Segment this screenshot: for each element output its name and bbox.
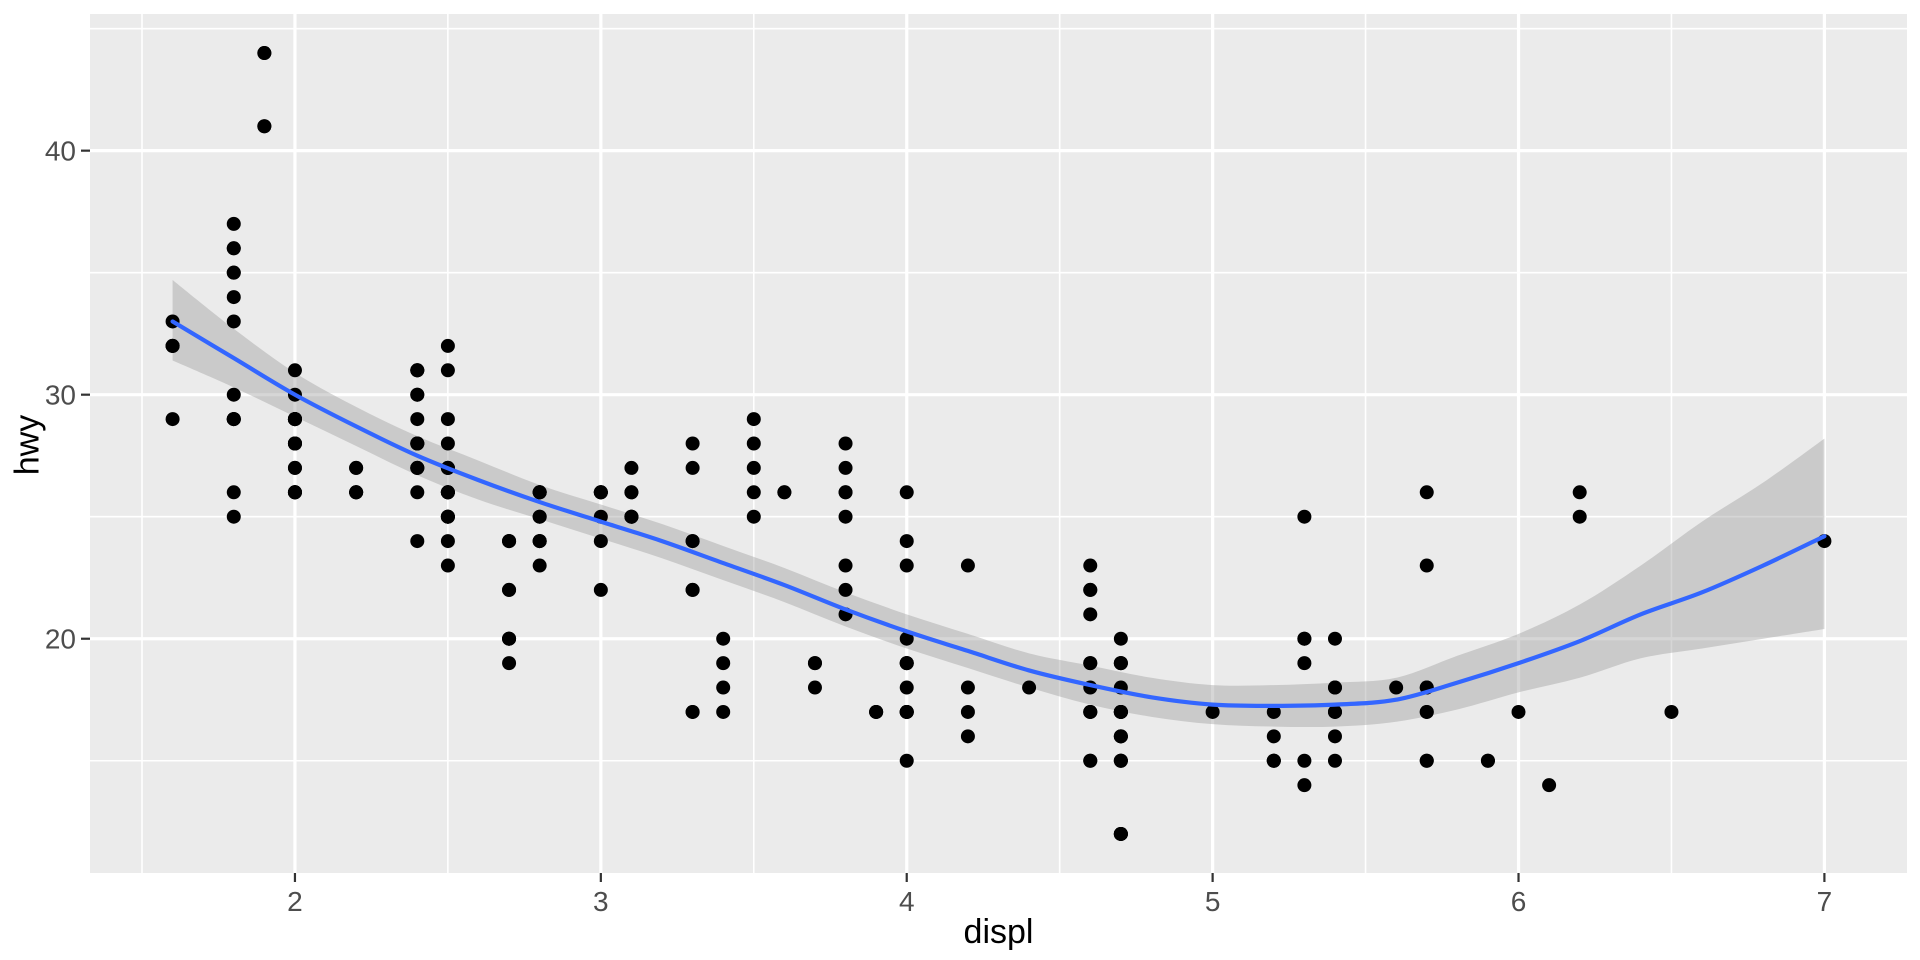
confidence-ribbon <box>172 280 1825 728</box>
svg-text:7: 7 <box>1817 886 1833 917</box>
axis-tick-marks <box>81 149 1826 882</box>
y-axis-tick-labels: 20 30 40 <box>45 136 76 655</box>
svg-text:40: 40 <box>45 136 76 167</box>
y-axis-title: hwy <box>8 414 47 476</box>
x-axis-tick-labels: 2 3 4 5 6 7 <box>287 886 1832 917</box>
svg-text:2: 2 <box>287 886 303 917</box>
svg-text:3: 3 <box>593 886 609 917</box>
svg-text:4: 4 <box>899 886 915 917</box>
x-axis-title: displ <box>963 913 1034 951</box>
svg-text:6: 6 <box>1511 886 1527 917</box>
svg-text:5: 5 <box>1205 886 1221 917</box>
svg-text:30: 30 <box>45 380 76 411</box>
scatter-points <box>165 46 1832 841</box>
smooth-line <box>170 319 1827 708</box>
svg-text:20: 20 <box>45 624 76 655</box>
